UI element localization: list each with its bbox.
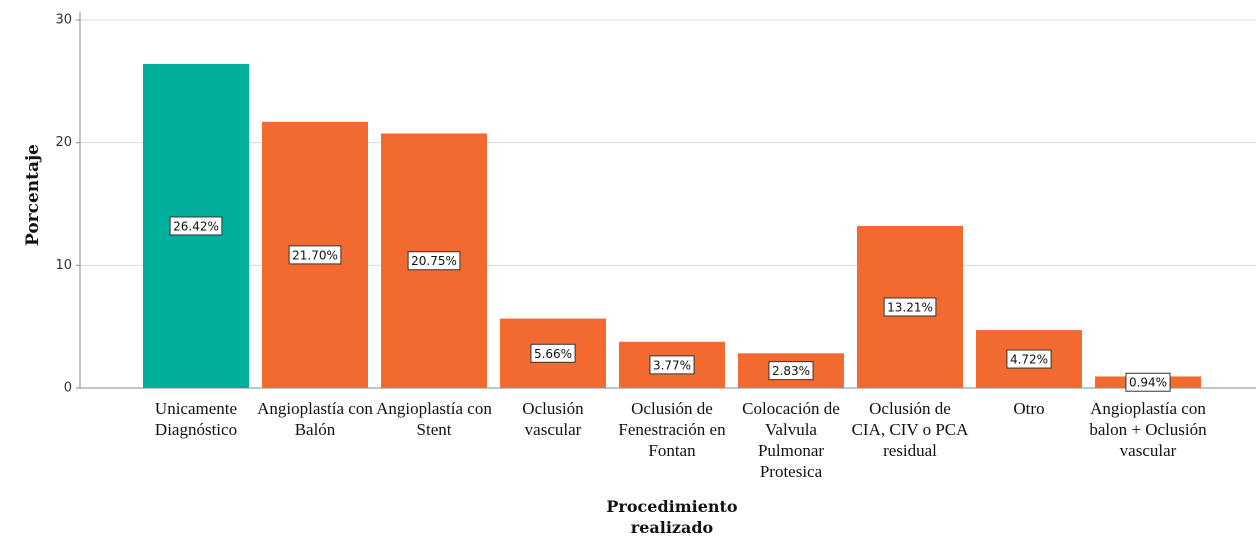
value-label: 2.83% bbox=[772, 364, 810, 378]
value-label-box bbox=[768, 361, 814, 381]
y-tick-label: 20 bbox=[55, 135, 72, 150]
x-tick-label: Otro bbox=[1013, 399, 1045, 418]
value-label-box bbox=[649, 355, 695, 375]
y-axis-label: Porcentaje bbox=[23, 144, 43, 246]
value-label-box bbox=[530, 343, 576, 363]
y-tick-label: 30 bbox=[55, 13, 72, 28]
value-label: 4.72% bbox=[1010, 353, 1048, 367]
value-label: 0.94% bbox=[1129, 376, 1167, 390]
value-label-box bbox=[1125, 372, 1171, 392]
x-tick-label: Oclusión de CIA, CIV o PCA residual bbox=[851, 399, 969, 460]
x-tick-label: Oclusión de Fenestración en Fontan bbox=[618, 399, 726, 460]
y-tick-label: 10 bbox=[55, 258, 72, 273]
value-label-box bbox=[407, 251, 461, 271]
x-tick-label: Unicamente Diagnóstico bbox=[154, 399, 238, 439]
value-label: 21.70% bbox=[292, 248, 338, 262]
y-tick-label: 0 bbox=[64, 381, 72, 396]
value-label: 3.77% bbox=[653, 358, 691, 372]
x-tick-label: Angioplastía con balon + Oclusión vascul… bbox=[1089, 399, 1207, 460]
x-axis-label: Procedimiento realizado bbox=[606, 497, 738, 537]
x-tick-label: Angioplastía con Stent bbox=[376, 399, 492, 439]
x-tick-label: Colocación de Valvula Pulmonar Protesica bbox=[742, 399, 840, 481]
value-label: 13.21% bbox=[887, 300, 933, 314]
value-label-box bbox=[288, 245, 342, 265]
value-label-box bbox=[883, 297, 937, 317]
x-tick-label: Angioplastía con Balón bbox=[257, 399, 373, 439]
value-label: 20.75% bbox=[411, 254, 457, 268]
value-label: 26.42% bbox=[173, 219, 219, 233]
value-label-box bbox=[169, 216, 223, 236]
x-tick-label: Oclusión vascular bbox=[522, 399, 584, 439]
value-label-box bbox=[1006, 349, 1052, 369]
value-label: 5.66% bbox=[534, 347, 572, 361]
